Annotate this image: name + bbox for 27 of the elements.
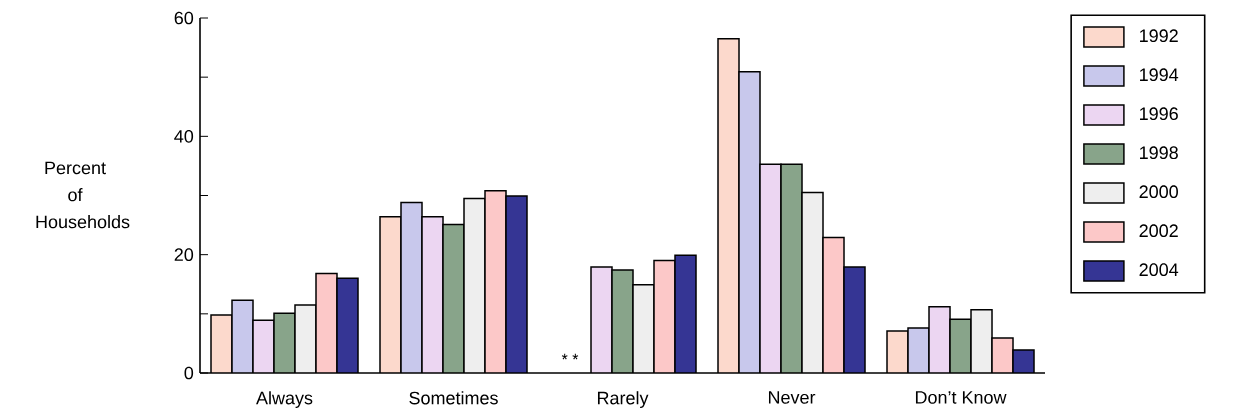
bar — [506, 196, 527, 373]
x-tick-label: Rarely — [597, 391, 649, 408]
y-tick-label: 20 — [174, 248, 194, 262]
legend-label: 2002 — [1139, 224, 1178, 238]
annotation: * * — [561, 353, 579, 360]
x-tick-label: Always — [256, 391, 313, 408]
y-axis-title: Percent of Households — [36, 161, 130, 229]
bar — [760, 164, 782, 373]
x-tick-label: Don’t Know — [915, 391, 1007, 404]
bar — [739, 71, 761, 373]
y-tick-label: 0 — [184, 366, 194, 380]
legend-label: 2004 — [1139, 263, 1179, 277]
bar — [718, 38, 740, 373]
legend-label: 1998 — [1140, 146, 1178, 160]
legend-label: 1994 — [1140, 68, 1179, 82]
bar — [464, 198, 485, 373]
y-tick-label: 40 — [174, 129, 194, 143]
x-tick-label: Sometimes — [409, 391, 498, 405]
bar — [781, 164, 803, 373]
bar — [443, 224, 464, 373]
legend-label: 1996 — [1140, 107, 1178, 121]
y-tick-label: 60 — [174, 11, 194, 25]
bar — [802, 192, 824, 373]
bar — [401, 202, 422, 373]
x-tick-label: Never — [768, 391, 816, 404]
legend-label: 2000 — [1139, 185, 1178, 199]
legend-label: 1992 — [1140, 29, 1178, 43]
